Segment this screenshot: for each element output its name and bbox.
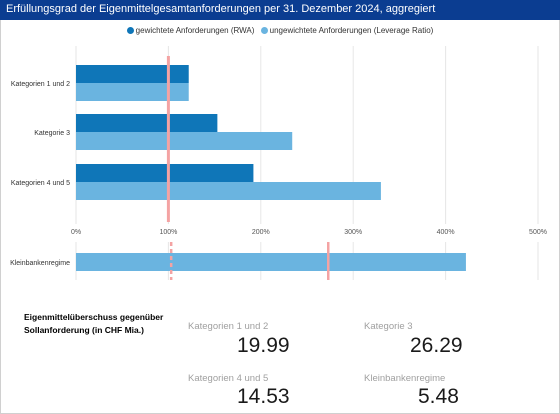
x-tick-label-5: 500% <box>529 229 547 236</box>
bar-rwa-2 <box>76 164 254 182</box>
kpi-value-kategorie-3: 26.29 <box>410 334 463 357</box>
category-label-1: Kategorie 3 <box>34 130 70 137</box>
legend-marker-rwa <box>126 27 134 34</box>
chart-title: Erfüllungsgrad der Eigenmittelgesamtanfo… <box>6 3 436 15</box>
bar-leverage-0 <box>76 83 189 101</box>
legend-marker-leverage <box>260 27 268 34</box>
kpi-label-kategorien-4-5: Kategorien 4 und 5 <box>188 373 269 384</box>
chart-legend[interactable]: gewichtete Anforderungen (RWA) ungewicht… <box>0 26 560 38</box>
bar-rwa-0 <box>76 65 189 83</box>
legend-item-rwa[interactable]: gewichtete Anforderungen (RWA) <box>126 26 255 35</box>
bar-rwa-1 <box>76 114 218 132</box>
kpi-value-kategorien-4-5: 14.53 <box>237 385 290 408</box>
bar-leverage-1 <box>76 132 293 150</box>
legend-label-rwa: gewichtete Anforderungen (RWA) <box>135 26 255 35</box>
title-bar: Erfüllungsgrad der Eigenmittelgesamtanfo… <box>0 0 560 20</box>
kpi-label-kategorien-1-2: Kategorien 1 und 2 <box>188 321 269 332</box>
kpi-heading: Eigenmittelüberschuss gegenüber Sollanfo… <box>24 312 164 335</box>
kpi-value-kategorien-1-2: 19.99 <box>237 334 290 357</box>
x-tick-label-2: 200% <box>252 229 270 236</box>
kpi-value-kleinbankenregime: 5.48 <box>418 385 459 408</box>
kpi-label-kleinbankenregime: Kleinbankenregime <box>364 373 446 384</box>
category-label-0: Kategorien 1 und 2 <box>11 81 70 88</box>
bar-chart: Kategorien 1 und 2 Kategorie 3 Kategorien … <box>10 46 547 280</box>
category-label-2: Kategorien 4 und 5 <box>11 180 70 187</box>
bar-leverage-2 <box>76 182 381 200</box>
x-tick-label-1: 100% <box>159 229 177 236</box>
category-label-kleinbankenregime: Kleinbankenregime <box>10 260 70 267</box>
legend-item-leverage[interactable]: ungewichtete Anforderungen (Leverage Rat… <box>260 26 434 35</box>
x-tick-label-3: 300% <box>344 229 362 236</box>
kpi-label-kategorie-3: Kategorie 3 <box>364 321 413 332</box>
x-tick-label-0: 0% <box>71 229 81 236</box>
legend-label-leverage: ungewichtete Anforderungen (Leverage Rat… <box>269 26 434 35</box>
bar-kleinbankenregime <box>76 253 466 271</box>
x-tick-label-4: 400% <box>437 229 455 236</box>
